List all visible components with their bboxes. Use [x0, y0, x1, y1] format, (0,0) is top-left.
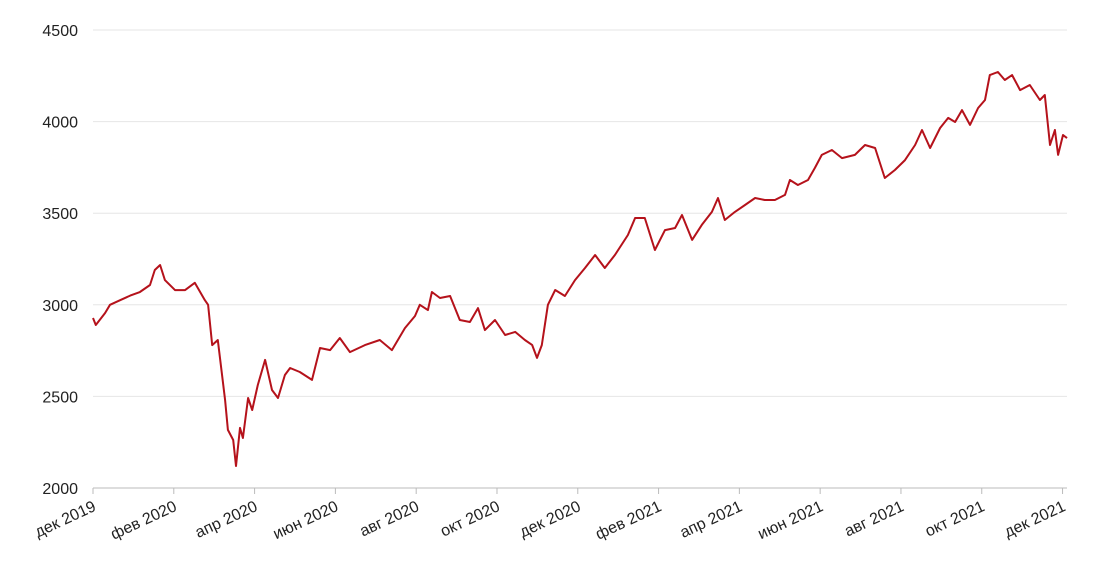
x-tick-label: июн 2021: [755, 498, 826, 543]
x-tick-label: июн 2020: [271, 498, 342, 543]
y-tick-label: 3500: [42, 206, 78, 223]
y-tick-label: 4500: [42, 23, 78, 40]
x-tick-label: авг 2021: [842, 498, 907, 540]
x-tick-label: авг 2020: [357, 498, 422, 540]
y-tick-label: 2000: [42, 481, 78, 498]
x-tick-label: окт 2020: [438, 498, 503, 540]
x-tick-label: фев 2021: [593, 498, 664, 543]
x-tick-label: апр 2020: [193, 498, 261, 542]
x-tick-label: дек 2020: [517, 498, 583, 541]
line-series: [92, 71, 1068, 467]
x-tick-label: фев 2020: [108, 498, 179, 543]
y-tick-label: 3000: [42, 298, 78, 315]
x-tick-label: дек 2019: [32, 498, 98, 541]
x-tick-label: апр 2021: [678, 498, 746, 542]
y-tick-label: 4000: [42, 115, 78, 132]
y-tick-label: 2500: [42, 389, 78, 406]
x-tick-label: дек 2021: [1002, 498, 1068, 541]
x-tick-label: окт 2021: [923, 498, 988, 540]
